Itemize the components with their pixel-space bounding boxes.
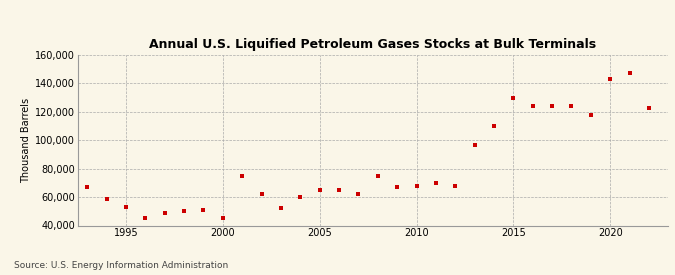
Point	[353, 192, 364, 196]
Point	[431, 181, 441, 185]
Point	[508, 95, 518, 100]
Point	[392, 185, 402, 189]
Point	[643, 105, 654, 110]
Point	[101, 196, 112, 201]
Point	[605, 77, 616, 81]
Point	[624, 71, 635, 76]
Point	[527, 104, 538, 108]
Point	[179, 209, 190, 213]
Point	[275, 206, 286, 211]
Point	[237, 174, 248, 178]
Point	[489, 124, 500, 128]
Point	[585, 112, 596, 117]
Point	[217, 216, 228, 221]
Point	[140, 216, 151, 221]
Point	[333, 188, 344, 192]
Point	[295, 195, 306, 199]
Text: Source: U.S. Energy Information Administration: Source: U.S. Energy Information Administ…	[14, 260, 227, 270]
Point	[450, 183, 460, 188]
Y-axis label: Thousand Barrels: Thousand Barrels	[21, 98, 30, 183]
Point	[547, 104, 558, 108]
Point	[82, 185, 92, 189]
Point	[411, 183, 422, 188]
Title: Annual U.S. Liquified Petroleum Gases Stocks at Bulk Terminals: Annual U.S. Liquified Petroleum Gases St…	[149, 38, 597, 51]
Point	[469, 142, 480, 147]
Point	[121, 205, 132, 209]
Point	[566, 104, 577, 108]
Point	[256, 192, 267, 196]
Point	[315, 188, 325, 192]
Point	[373, 174, 383, 178]
Point	[159, 211, 170, 215]
Point	[198, 208, 209, 212]
